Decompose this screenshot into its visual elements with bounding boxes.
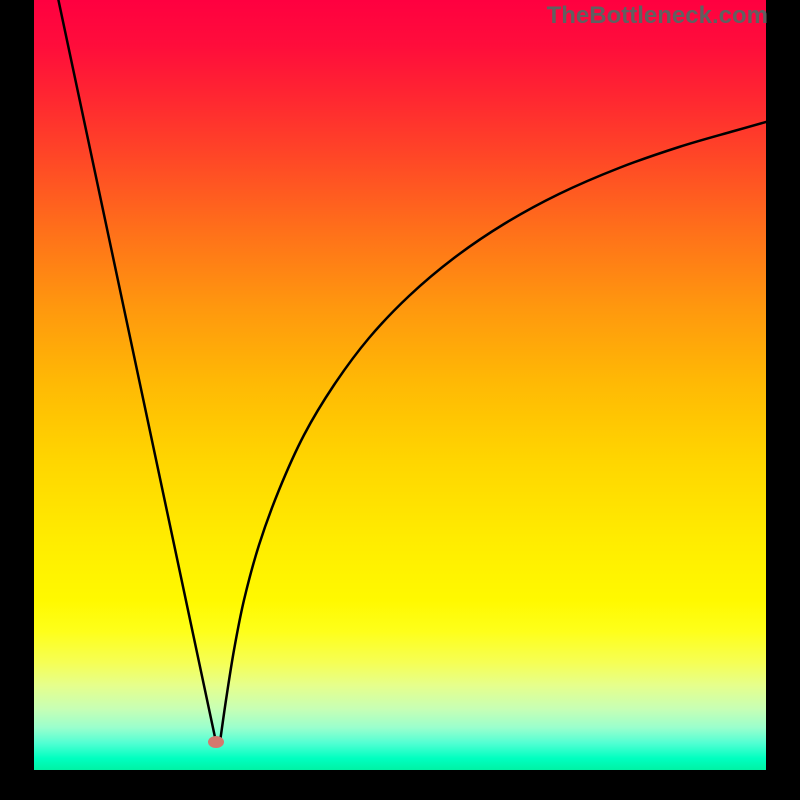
minimum-marker <box>208 736 224 748</box>
chart-container: TheBottleneck.com <box>0 0 800 800</box>
watermark-text: TheBottleneck.com <box>547 2 768 30</box>
plot-area <box>34 0 766 770</box>
gradient-background <box>34 0 766 770</box>
